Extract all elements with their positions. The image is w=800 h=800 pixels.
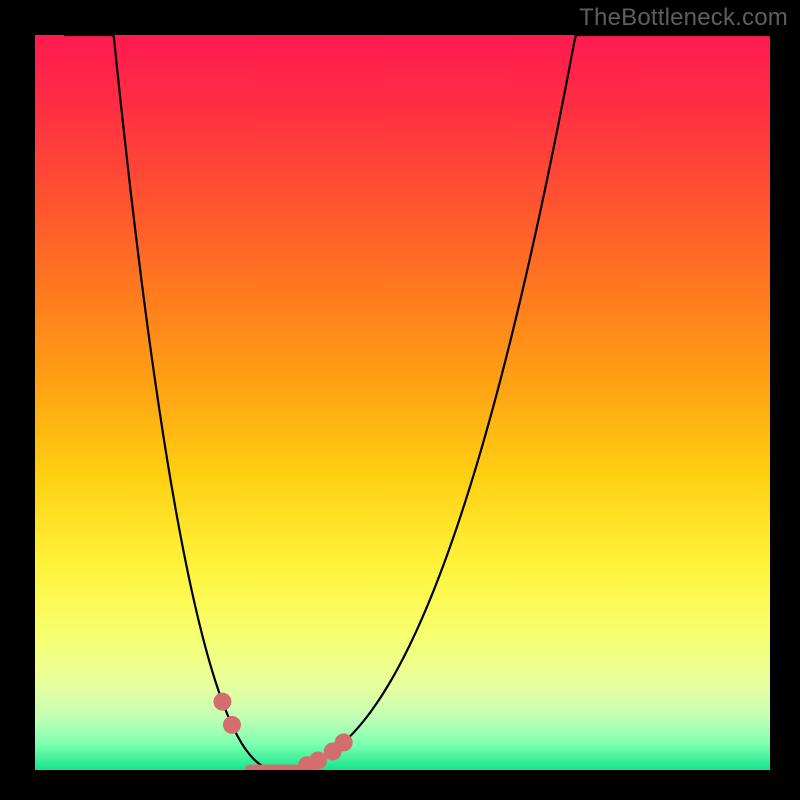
bottleneck-chart — [0, 0, 800, 800]
marker-dot — [335, 733, 353, 751]
marker-dot — [223, 716, 241, 734]
marker-dot — [213, 693, 231, 711]
watermark-text: TheBottleneck.com — [579, 4, 788, 32]
